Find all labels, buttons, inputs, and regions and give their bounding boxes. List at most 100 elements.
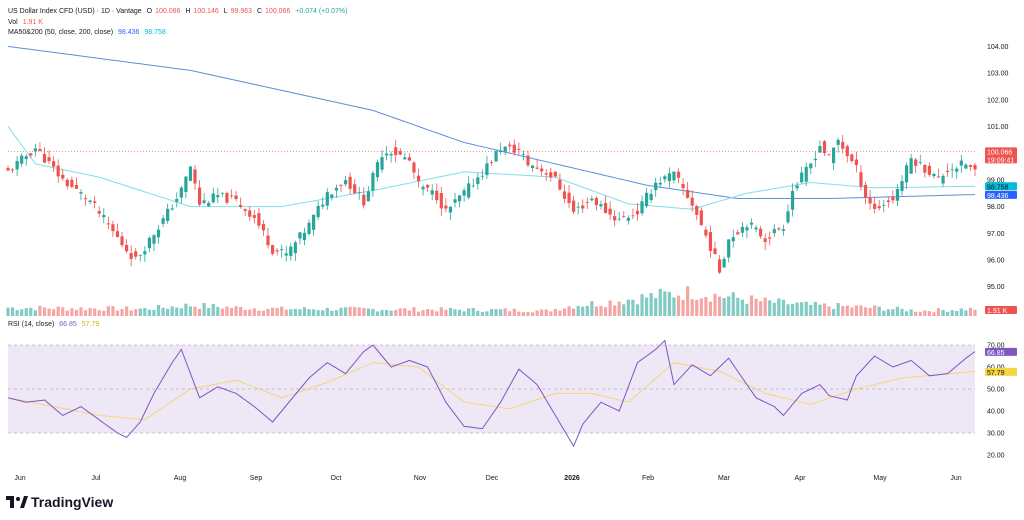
volume-bar <box>152 309 156 316</box>
volume-bar <box>663 291 667 316</box>
volume-bar <box>923 310 927 316</box>
candle-body <box>202 200 206 203</box>
volume-bar <box>831 309 836 316</box>
candle-body <box>289 246 293 256</box>
candle-body <box>24 156 28 160</box>
symbol-title[interactable]: US Dollar Index CFD (USD) · 1D · Vantage <box>8 8 142 15</box>
candle-body <box>480 175 484 177</box>
volume-bar <box>603 307 608 316</box>
ma-legend[interactable]: MA50&200 (50, close, 200, close) 98.436 … <box>8 29 169 36</box>
candle-body <box>562 191 567 199</box>
volume-bar <box>964 310 968 316</box>
candle-body <box>900 181 904 191</box>
candle-body <box>521 154 526 156</box>
candle-body <box>626 217 630 221</box>
rsi-legend[interactable]: RSI (14, close) 66.85 57.79 <box>8 321 102 328</box>
volume-bar <box>394 309 398 316</box>
volume-bar <box>476 310 480 316</box>
candle-body <box>234 195 238 200</box>
candle-body <box>572 200 576 212</box>
volume-bar <box>941 309 945 316</box>
price-tick-label: 102.00 <box>987 97 1009 104</box>
candle-body <box>435 190 439 201</box>
volume-bar <box>508 311 512 316</box>
volume-legend[interactable]: Vol 1.91 K <box>8 19 46 26</box>
time-tick-label: Jun <box>14 475 25 482</box>
candle-body <box>252 215 256 218</box>
volume-bar <box>56 306 60 316</box>
candle-body <box>631 215 635 217</box>
candle-body <box>111 224 115 232</box>
candle-body <box>845 146 849 157</box>
candle-body <box>166 208 170 221</box>
candle-body <box>663 176 667 180</box>
ohlc-high-value: 100.146 <box>193 8 219 15</box>
volume-bar <box>15 309 19 316</box>
volume-bar <box>175 307 179 316</box>
volume-bar <box>553 308 557 316</box>
volume-bar <box>366 308 370 316</box>
volume-bar <box>88 308 92 316</box>
candle-body <box>398 151 402 155</box>
candle-body <box>891 197 895 201</box>
candle-body <box>649 193 653 201</box>
candle-body <box>143 251 147 255</box>
tradingview-logo[interactable]: TradingView <box>6 494 113 510</box>
candle-body <box>690 197 694 206</box>
volume-bar <box>70 308 74 316</box>
volume-bar <box>293 308 297 316</box>
volume-bar <box>334 310 339 316</box>
volume-bar <box>699 298 703 316</box>
volume-bar <box>763 297 767 316</box>
candle-body <box>781 229 786 231</box>
candle-body <box>955 168 959 172</box>
candle-body <box>768 237 772 239</box>
volume-bar <box>608 300 612 316</box>
candle-body <box>941 175 945 184</box>
candle-body <box>302 232 307 241</box>
symbol-legend[interactable]: US Dollar Index CFD (USD) · 1D · Vantage… <box>8 8 350 15</box>
candle-body <box>61 174 65 179</box>
candle-body <box>590 198 594 201</box>
candle-body <box>717 259 722 273</box>
candle-body <box>895 189 900 201</box>
candlesticks[interactable] <box>6 134 977 274</box>
volume-bar <box>321 310 325 316</box>
volume-bar <box>312 309 316 316</box>
volume-bar <box>936 308 941 316</box>
volume-bar <box>613 305 617 316</box>
volume-bar <box>749 295 754 316</box>
candle-body <box>599 204 603 207</box>
candle-body <box>97 211 101 214</box>
volume-bar <box>759 301 763 316</box>
candle-body <box>207 202 211 207</box>
time-tick-label: Nov <box>414 475 427 482</box>
volume-bar <box>850 307 854 316</box>
candle-body <box>394 147 398 156</box>
candle-body <box>211 193 215 203</box>
rsi-ma-value: 57.79 <box>81 321 100 328</box>
change-value: +0.074 (+0.07%) <box>295 8 348 15</box>
volume-bar <box>52 309 56 316</box>
volume-bar <box>768 300 772 316</box>
candle-body <box>156 229 161 238</box>
candle-body <box>914 159 918 166</box>
candle-body <box>489 161 494 163</box>
candle-body <box>818 146 822 153</box>
candle-body <box>672 171 676 181</box>
volume-bar <box>124 306 129 316</box>
candle-body <box>603 202 608 213</box>
candle-body <box>343 180 348 185</box>
ma50-line <box>7 126 975 210</box>
volume-bar <box>462 311 466 316</box>
price-tick-label: 97.00 <box>987 231 1005 238</box>
candle-body <box>6 168 10 171</box>
last-price-badge-bg <box>985 147 1017 164</box>
volume-bar <box>754 298 758 316</box>
candle-body <box>29 153 33 156</box>
candle-body <box>353 184 357 194</box>
ohlc-open-value: 100.086 <box>155 8 181 15</box>
volume-bar <box>827 306 831 316</box>
